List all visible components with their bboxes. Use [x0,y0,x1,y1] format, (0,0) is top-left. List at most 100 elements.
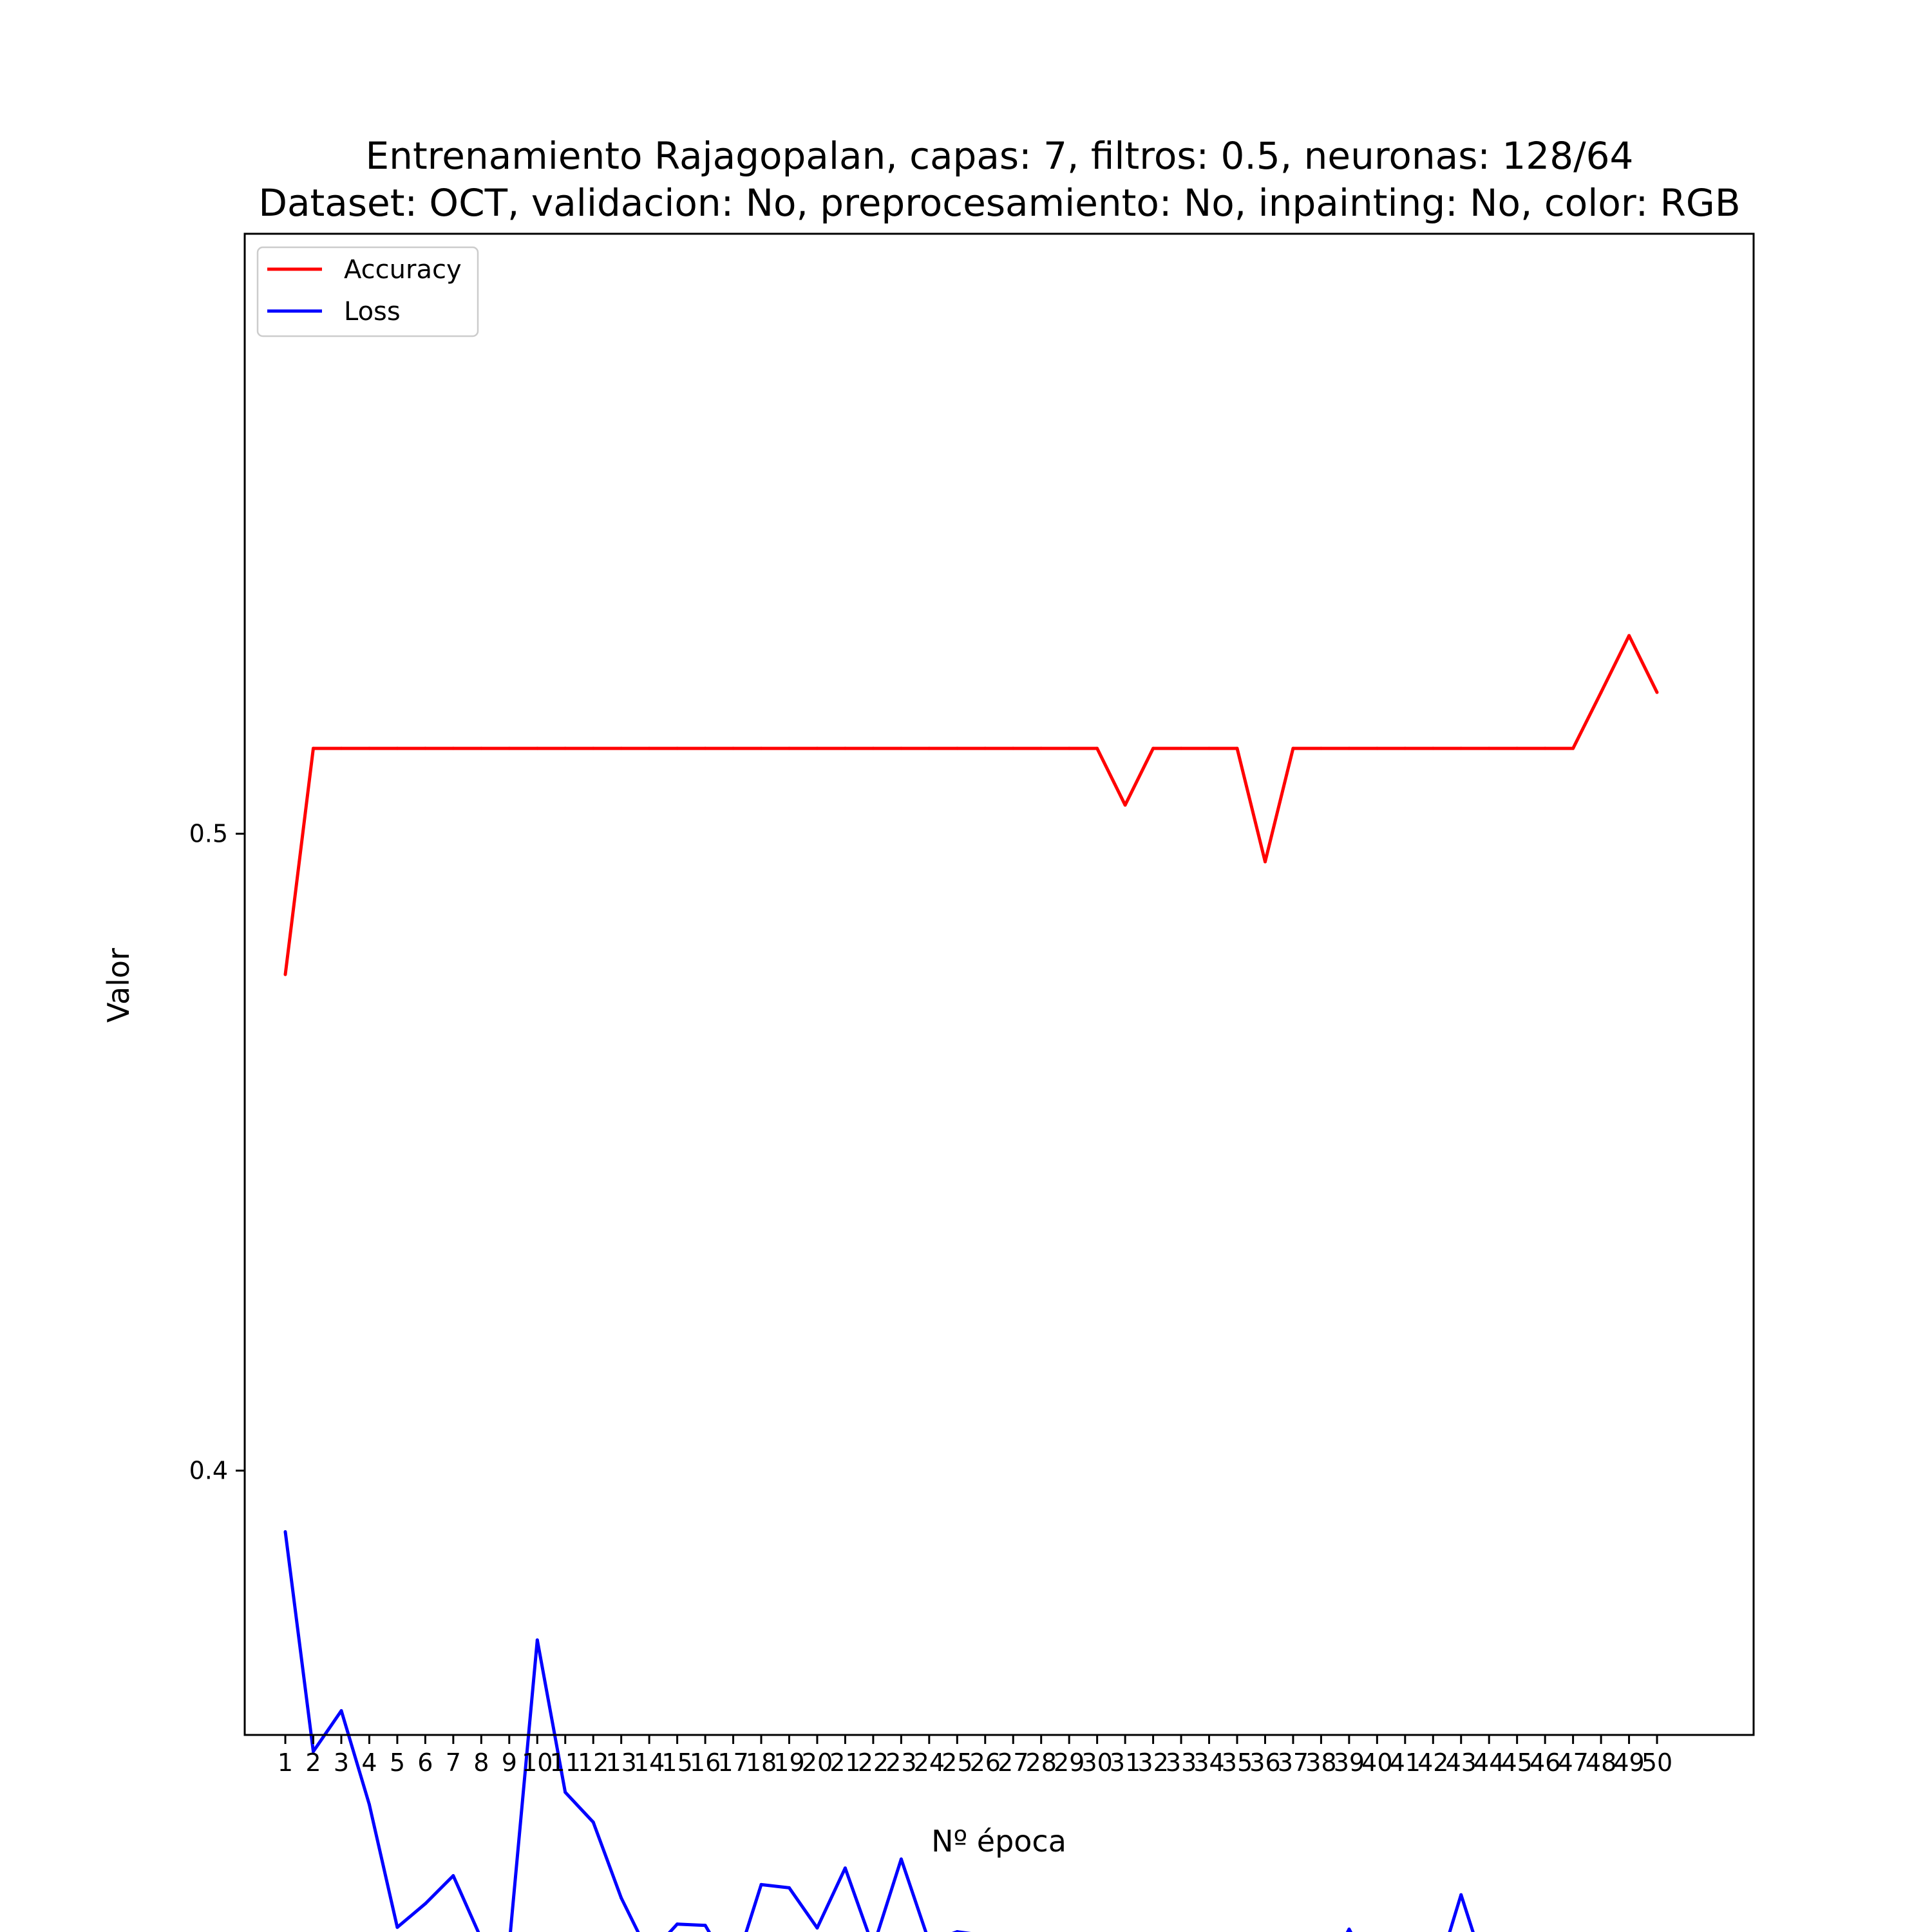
data-point-accuracy [1235,746,1239,750]
data-point-loss [564,1790,567,1794]
x-tick-label: 44 [1473,1748,1504,1777]
x-tick-label: 2 [305,1748,321,1777]
data-point-accuracy [1291,746,1295,750]
data-point-accuracy [367,746,371,750]
data-point-accuracy [620,746,623,750]
data-point-accuracy [283,972,287,976]
data-point-loss [1347,1927,1351,1931]
data-point-accuracy [564,746,567,750]
x-tick-label: 17 [717,1748,748,1777]
chart-subtitle: Dataset: OCT, validacion: No, preprocesa… [258,181,1740,225]
data-point-loss [535,1638,539,1642]
series-layer [283,634,1659,1932]
data-point-accuracy [703,746,707,750]
data-point-accuracy [1067,746,1071,750]
x-tick-label: 40 [1361,1748,1392,1777]
data-point-accuracy [1655,690,1659,694]
data-point-accuracy [899,746,903,750]
data-point-accuracy [535,746,539,750]
x-tick-label: 30 [1081,1748,1112,1777]
data-point-accuracy [1599,690,1603,694]
x-tick-label: 19 [773,1748,804,1777]
data-point-loss [955,1930,959,1932]
data-point-accuracy [647,746,651,750]
data-point-accuracy [983,746,987,750]
x-tick-label: 32 [1137,1748,1168,1777]
x-axis-label: Nº época [931,1824,1066,1859]
legend-label-accuracy: Accuracy [344,255,462,285]
x-tick-label: 39 [1334,1748,1365,1777]
data-point-accuracy [955,746,959,750]
x-tick-label: 43 [1446,1748,1477,1777]
data-point-loss [676,1922,679,1926]
x-tick-label: 26 [970,1748,1001,1777]
data-point-loss [1459,1893,1463,1897]
data-point-accuracy [1459,746,1463,750]
data-point-accuracy [591,746,595,750]
x-tick-label: 25 [942,1748,972,1777]
data-point-loss [591,1821,595,1824]
x-tick-label: 38 [1305,1748,1336,1777]
x-tick-label: 41 [1390,1748,1421,1777]
data-point-accuracy [732,746,735,750]
x-tick-label: 3 [334,1748,349,1777]
data-point-loss [759,1882,763,1886]
data-point-loss [843,1866,847,1870]
data-point-accuracy [1319,746,1323,750]
data-point-accuracy [1179,746,1183,750]
data-point-loss [620,1896,623,1900]
data-point-accuracy [1151,746,1155,750]
x-tick-label: 15 [661,1748,692,1777]
x-tick-label: 45 [1502,1748,1533,1777]
data-point-loss [283,1530,287,1533]
x-tick-label: 35 [1222,1748,1253,1777]
data-point-accuracy [312,746,315,750]
data-point-accuracy [1543,746,1547,750]
x-tick-label: 31 [1110,1748,1141,1777]
data-point-accuracy [1011,746,1015,750]
data-point-accuracy [479,746,483,750]
x-tick-label: 33 [1166,1748,1197,1777]
x-tick-label: 34 [1193,1748,1224,1777]
x-tick-label: 6 [417,1748,433,1777]
data-point-accuracy [759,746,763,750]
data-point-loss [788,1886,791,1889]
x-tick-label: 48 [1586,1748,1616,1777]
y-axis-ticks: 0.4 0.5 [189,820,245,1485]
y-tick-label: 0.4 [189,1457,228,1485]
x-tick-label: 22 [858,1748,889,1777]
data-point-accuracy [1403,746,1407,750]
data-point-accuracy [339,746,343,750]
data-point-loss [703,1924,707,1927]
x-tick-label: 46 [1530,1748,1560,1777]
x-tick-label: 47 [1557,1748,1588,1777]
data-point-accuracy [1627,634,1631,638]
x-tick-label: 42 [1417,1748,1448,1777]
x-tick-label: 18 [746,1748,777,1777]
x-tick-label: 4 [361,1748,377,1777]
data-point-accuracy [871,746,875,750]
x-axis-ticks: 1 2 3 4 5 6 7 8 9 1011121314151617181920212223242… [278,1735,1672,1777]
data-point-loss [395,1926,399,1929]
x-tick-label: 23 [886,1748,916,1777]
x-tick-label: 12 [578,1748,609,1777]
data-point-loss [451,1874,455,1878]
data-point-accuracy [1039,746,1043,750]
x-tick-label: 11 [550,1748,581,1777]
x-tick-label: 10 [522,1748,553,1777]
y-axis-label: Valor [101,948,136,1023]
data-point-accuracy [788,746,791,750]
x-tick-label: 1 [278,1748,293,1777]
data-point-loss [815,1926,819,1930]
data-point-accuracy [1347,746,1351,750]
x-tick-label: 50 [1642,1748,1672,1777]
data-point-accuracy [815,746,819,750]
data-point-accuracy [843,746,847,750]
data-point-accuracy [1515,746,1519,750]
x-tick-label: 5 [390,1748,405,1777]
data-point-accuracy [1375,746,1379,750]
plot-frame [243,232,1755,1736]
data-point-accuracy [1095,746,1099,750]
data-point-accuracy [1487,746,1491,750]
x-tick-label: 9 [502,1748,517,1777]
